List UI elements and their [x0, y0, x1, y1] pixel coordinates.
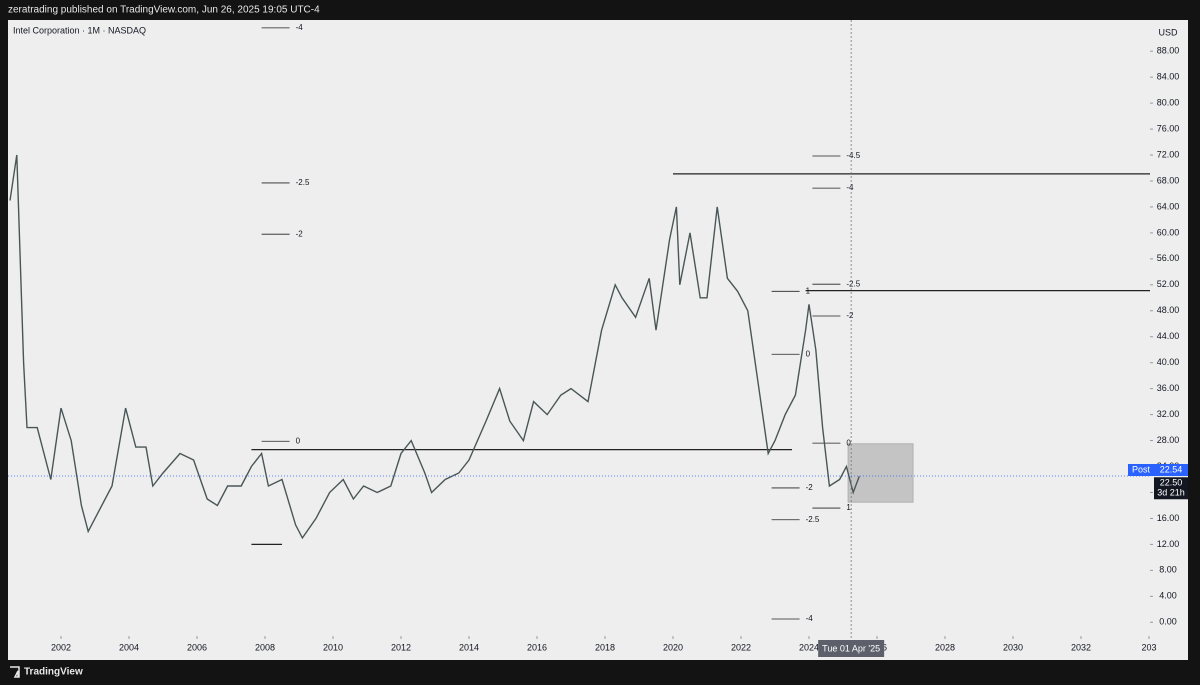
chart-pane — [8, 20, 1188, 660]
level-label: -4.5 — [846, 151, 860, 160]
x-tick-label: 203 — [1141, 642, 1156, 652]
level-label: 0 — [806, 349, 811, 358]
y-tick-label: 60.00 — [1157, 227, 1180, 237]
x-tick-label: 2014 — [459, 642, 479, 652]
x-tick-label: 2024 — [799, 642, 819, 652]
x-tick-label: 2012 — [391, 642, 411, 652]
crosshair-label: Tue 01 Apr '25 — [822, 643, 880, 653]
publish-header: zeratrading published on TradingView.com… — [8, 5, 320, 16]
price-tag — [1154, 477, 1188, 500]
x-tick-label: 2004 — [119, 642, 139, 652]
x-tick-label: 2030 — [1003, 642, 1023, 652]
currency-label: USD — [1158, 27, 1178, 37]
x-tick-label: 2016 — [527, 642, 547, 652]
x-tick-label: 2002 — [51, 642, 71, 652]
logo — [10, 666, 20, 678]
y-tick-label: 32.00 — [1157, 409, 1180, 419]
y-tick-label: 64.00 — [1157, 201, 1180, 211]
y-tick-label: 68.00 — [1157, 175, 1180, 185]
x-tick-label: 2028 — [935, 642, 955, 652]
x-tick-label: 2006 — [187, 642, 207, 652]
level-label: -2.5 — [806, 515, 820, 524]
level-label: -4 — [806, 614, 814, 623]
y-tick-label: 28.00 — [1157, 435, 1180, 445]
y-tick-label: 80.00 — [1157, 97, 1180, 107]
level-label: -4 — [296, 23, 304, 32]
y-tick-label: 8.00 — [1159, 565, 1177, 575]
level-label: 0 — [296, 436, 301, 445]
tag-box — [1128, 463, 1154, 476]
y-tick-label: 88.00 — [1157, 46, 1180, 56]
price-tag-label: 22.54 — [1160, 464, 1183, 474]
x-tick-label: 2032 — [1071, 642, 1091, 652]
projection-zone — [847, 443, 914, 503]
y-tick-label: 84.00 — [1157, 72, 1180, 82]
level-label: 1 — [806, 286, 811, 295]
y-tick-label: 72.00 — [1157, 149, 1180, 159]
x-tick-label: 2010 — [323, 642, 343, 652]
y-tick-label: 52.00 — [1157, 279, 1180, 289]
y-tick-label: 44.00 — [1157, 331, 1180, 341]
level-label: 0 — [846, 438, 851, 447]
level-label: -2 — [296, 229, 304, 238]
level-label: 1 — [846, 503, 851, 512]
level-label: -2 — [806, 483, 814, 492]
countdown: 3d 21h — [1157, 488, 1185, 498]
tag-name: Post — [1132, 464, 1151, 474]
y-tick-label: 4.00 — [1159, 591, 1177, 601]
y-tick-label: 48.00 — [1157, 305, 1180, 315]
y-tick-label: 0.00 — [1159, 617, 1177, 627]
x-tick-label: 2020 — [663, 642, 683, 652]
x-tick-label: 2022 — [731, 642, 751, 652]
price-tag — [1154, 463, 1188, 476]
level-label: -2 — [846, 311, 854, 320]
y-tick-label: 76.00 — [1157, 123, 1180, 133]
price-tag-label: 22.50 — [1160, 478, 1183, 488]
chart-title: Intel Corporation · 1M · NASDAQ — [13, 25, 146, 35]
crosshair-label-box — [818, 640, 885, 657]
y-tick-label: 12.00 — [1157, 539, 1180, 549]
y-tick-label: 36.00 — [1157, 383, 1180, 393]
y-tick-label: 40.00 — [1157, 357, 1180, 367]
x-tick-label: 2018 — [595, 642, 615, 652]
y-tick-label: 16.00 — [1157, 513, 1180, 523]
level-label: -2.5 — [846, 279, 860, 288]
x-tick-label: 2008 — [255, 642, 275, 652]
level-label: -4 — [846, 183, 854, 192]
level-label: -2.5 — [296, 178, 310, 187]
y-tick-label: 56.00 — [1157, 253, 1180, 263]
footer-brand: TradingView — [24, 667, 83, 678]
